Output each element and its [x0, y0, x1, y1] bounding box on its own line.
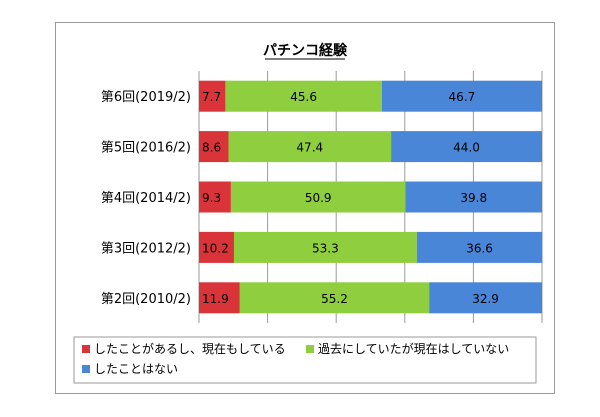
bar-segment: [230, 181, 406, 213]
legend-swatch: [306, 345, 314, 353]
data-label: 32.9: [472, 292, 499, 306]
bar-segment: [228, 131, 392, 163]
category-label: 第5回(2016/2): [101, 141, 191, 156]
bar-segment: [391, 131, 542, 163]
bar-segment: [199, 231, 234, 263]
category-label: 第6回(2019/2): [101, 90, 191, 105]
legend-label: したことはない: [94, 362, 178, 376]
data-label: 44.0: [453, 141, 480, 155]
data-label: 7.7: [202, 90, 221, 104]
data-label: 9.3: [202, 191, 221, 205]
bar-segment: [239, 282, 430, 314]
data-label: 10.2: [202, 241, 229, 255]
data-label: 46.7: [449, 90, 476, 104]
bar-segment: [381, 80, 542, 112]
category-labels: 第6回(2019/2) 第5回(2016/2) 第4回(2014/2) 第3回(201…: [101, 90, 191, 307]
bar-segment: [405, 181, 542, 213]
category-label: 第3回(2012/2): [101, 241, 191, 256]
legend-swatch: [82, 345, 90, 353]
chart-title: パチンコ経験: [263, 42, 348, 59]
bar-segment: [416, 231, 543, 263]
chart-svg: パチンコ経験 7.7 45.6 46.7 8.6 47.4 44.0 9.3 50.9 39.8…: [73, 42, 543, 384]
legend-box: [73, 336, 537, 384]
bar-segment: [199, 80, 226, 112]
bar-segment: [199, 181, 231, 213]
data-label: 8.6: [202, 141, 221, 155]
legend-swatch: [82, 365, 90, 373]
bar-segment: [225, 80, 382, 112]
legend-label: したことがあるし、現在もしている: [94, 341, 286, 356]
data-label: 11.9: [202, 292, 229, 306]
category-label: 第4回(2014/2): [101, 191, 191, 206]
data-label: 47.4: [296, 141, 323, 155]
data-label: 45.6: [290, 90, 317, 104]
data-label: 55.2: [321, 292, 348, 306]
category-label: 第2回(2010/2): [101, 292, 191, 307]
legend-label: 過去にしていたが現在はしていない: [318, 341, 509, 356]
bar-segment: [199, 131, 229, 163]
bar-segment: [429, 282, 542, 314]
bar-segment: [199, 282, 240, 314]
data-label: 50.9: [305, 191, 332, 205]
bar-segment: [233, 231, 417, 263]
data-label: 53.3: [312, 241, 339, 255]
data-label: 39.8: [460, 191, 487, 205]
data-label: 36.6: [466, 241, 493, 255]
bars: 7.7 45.6 46.7 8.6 47.4 44.0 9.3 50.9 39.8 10.2 53.…: [199, 80, 543, 314]
chart-frame: パチンコ経験 7.7 45.6 46.7 8.6 47.4 44.0 9.3 50.9 39.8…: [55, 22, 555, 394]
